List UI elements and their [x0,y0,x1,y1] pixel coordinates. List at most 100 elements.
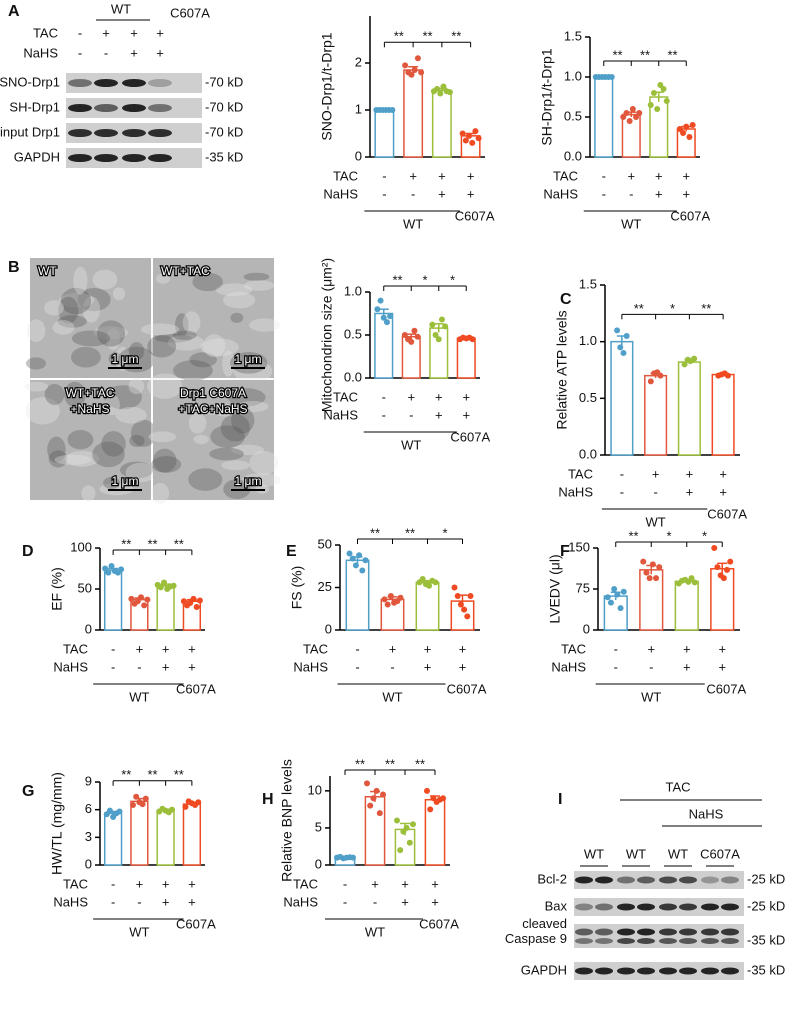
em-texture [64,381,86,408]
data-point [403,824,410,831]
band-label: GAPDH [14,149,60,164]
data-point [408,338,415,345]
data-point [387,593,394,599]
data-point [384,601,391,608]
em-texture [81,485,96,502]
y-tick-label: 9 [85,773,92,788]
blot-band [659,967,677,975]
sign: + [627,168,635,183]
em-texture [60,287,92,315]
y-tick-label: 1.5 [564,28,582,43]
sign: + [102,25,110,40]
data-point [373,787,380,794]
blot-band [721,876,739,884]
sig-label: ** [628,528,638,543]
sig-label: ** [667,47,677,62]
sign: - [614,659,618,674]
em-texture [175,313,189,337]
bar [431,89,452,158]
data-point [656,564,663,571]
panel-label: C [560,291,572,308]
data-point [380,791,386,798]
y-tick-label: 0.5 [579,390,597,405]
row-label: NaHS [543,186,578,201]
em-texture [193,434,209,445]
data-point [691,579,698,586]
y-tick-label: 1 [355,101,362,116]
blot-band [148,79,172,87]
data-point [620,588,627,595]
data-point [620,114,627,120]
sign: - [382,389,386,404]
data-point [401,332,408,338]
y-tick-label: 75 [576,580,590,595]
em-texture [242,473,281,487]
sign: - [373,894,377,909]
bar [594,76,614,158]
band-label: Caspase 9 [505,931,567,946]
y-tick-label: 1.0 [564,68,582,83]
sign: + [401,876,409,891]
data-point [649,561,656,568]
em-texture [120,461,154,479]
data-point [676,126,683,132]
blot-band [679,876,697,884]
em-texture [24,381,49,392]
blot-band [679,928,697,936]
data-point [464,613,471,620]
data-point [711,545,718,551]
group-label: WT [646,514,666,529]
sign: - [629,186,633,201]
em-texture [104,385,142,410]
sig-label: * [422,272,427,287]
sign: - [382,168,386,183]
blot-band [148,104,172,112]
panel-label: H [262,791,274,808]
kd-label: -35 kD [747,962,785,977]
sign: + [467,168,475,183]
kd-label: -25 kD [747,871,785,886]
data-point [440,795,446,802]
data-point [105,569,112,576]
em-texture [215,283,253,297]
data-point [362,557,369,564]
blot-band [701,876,719,884]
row-label: TAC [561,641,586,656]
data-point [461,606,468,613]
sign: - [390,659,394,674]
em-texture [67,429,94,450]
sign: + [431,894,439,909]
data-point [157,584,164,591]
row-label: NaHS [293,659,328,674]
em-texture [115,406,147,424]
bar [456,337,476,379]
data-point [383,319,390,326]
data-point [727,558,734,565]
em-texture [230,312,244,323]
sig-label: * [442,525,447,540]
data-point [657,372,664,379]
row-label: NaHS [23,45,58,60]
em-texture [167,334,205,351]
panel-label: F [560,543,570,560]
em-texture [58,292,95,308]
em-texture [230,444,265,456]
blot-band [617,876,635,884]
group-label: WT [129,689,149,704]
em-texture [52,320,75,335]
em-texture [188,468,223,491]
y-axis-label: Relative BNP levels [279,759,295,882]
kd-label: -70 kD [205,124,243,139]
sign: + [655,168,663,183]
panel-label: G [22,783,34,800]
y-tick-label: 0.0 [579,446,597,461]
data-point [374,306,381,313]
data-point [459,130,466,137]
group-label: C607A [455,208,495,223]
data-point [614,327,621,334]
data-point [636,110,643,116]
data-point [623,110,630,116]
bar [374,109,395,158]
panel-label: B [8,259,20,276]
data-point [654,106,661,112]
